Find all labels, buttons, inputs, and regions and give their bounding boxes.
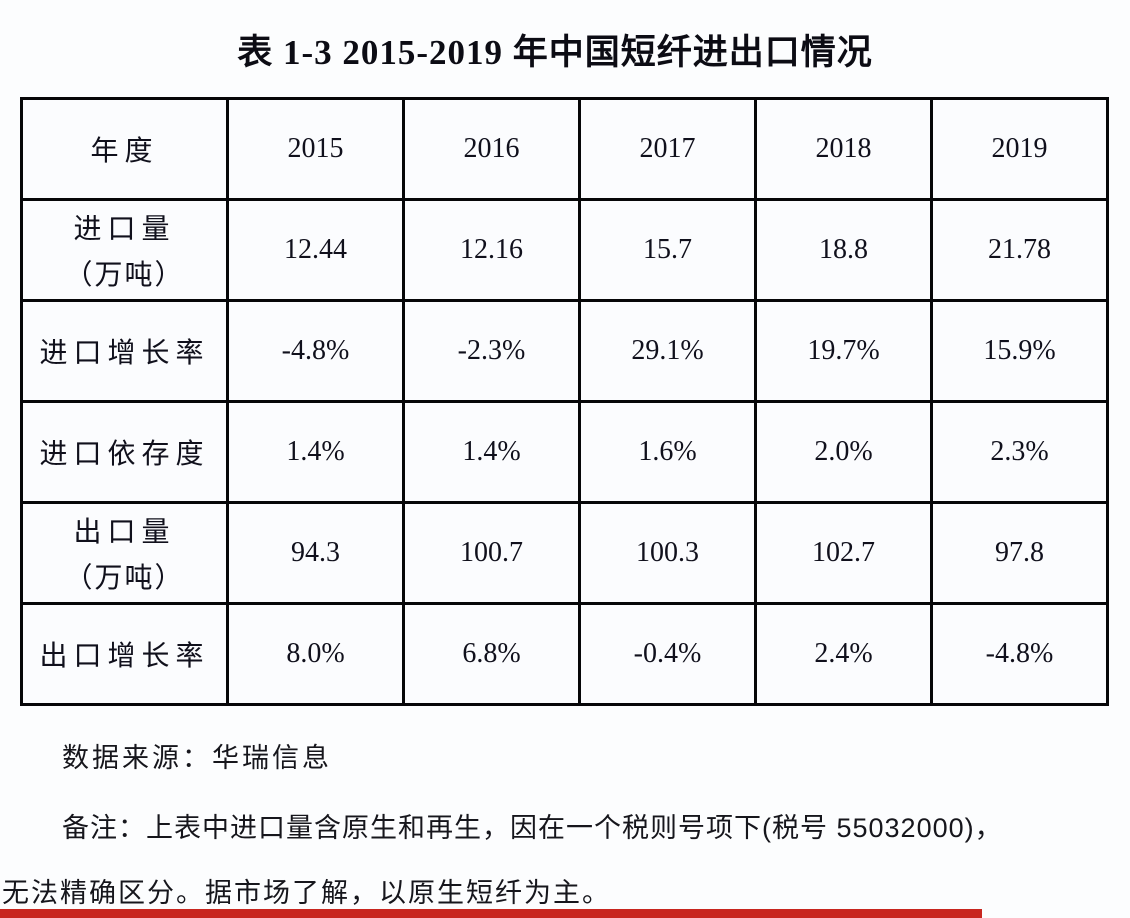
cell-value: 12.44 bbox=[226, 198, 405, 302]
cell-value: 19.7% bbox=[754, 299, 933, 403]
row-label: 出口量 （万吨） bbox=[20, 501, 229, 605]
row-label: 进口增长率 bbox=[20, 299, 229, 403]
cell-value: 1.4% bbox=[402, 400, 581, 504]
table-row-import-growth: 进口增长率 -4.8% -2.3% 29.1% 19.7% 15.9% bbox=[20, 299, 1109, 403]
data-source-line: 数据来源：华瑞信息 bbox=[62, 743, 332, 773]
table-header-row: 年度 2015 2016 2017 2018 2019 bbox=[20, 97, 1109, 201]
cell-value: 100.7 bbox=[402, 501, 581, 605]
note-line-1: 备注：上表中进口量含原生和再生，因在一个税则号项下(税号 55032000)， bbox=[62, 813, 1003, 843]
row-label: 进口依存度 bbox=[20, 400, 229, 504]
header-cell-year: 年度 bbox=[20, 97, 229, 201]
cell-value: 15.9% bbox=[930, 299, 1109, 403]
bottom-red-accent-bar bbox=[0, 909, 982, 918]
cell-value: 15.7 bbox=[578, 198, 757, 302]
table-row-import-dependency: 进口依存度 1.4% 1.4% 1.6% 2.0% 2.3% bbox=[20, 400, 1109, 504]
import-export-table: 年度 2015 2016 2017 2018 2019 进口量 （万吨） 12.… bbox=[20, 97, 1109, 706]
cell-value: -2.3% bbox=[402, 299, 581, 403]
note-line-2: 无法精确区分。据市场了解，以原生短纤为主。 bbox=[2, 878, 611, 908]
cell-value: 6.8% bbox=[402, 602, 581, 706]
header-cell-2018: 2018 bbox=[754, 97, 933, 201]
row-label-unit: （万吨） bbox=[64, 260, 185, 291]
table-footnotes: 数据来源：华瑞信息 备注：上表中进口量含原生和再生，因在一个税则号项下(税号 5… bbox=[0, 728, 1130, 910]
header-cell-2017: 2017 bbox=[578, 97, 757, 201]
header-cell-2016: 2016 bbox=[402, 97, 581, 201]
cell-value: 12.16 bbox=[402, 198, 581, 302]
header-cell-2019: 2019 bbox=[930, 97, 1109, 201]
cell-value: -4.8% bbox=[226, 299, 405, 403]
cell-value: 100.3 bbox=[578, 501, 757, 605]
cell-value: 18.8 bbox=[754, 198, 933, 302]
table-title: 表 1-3 2015-2019 年中国短纤进出口情况 bbox=[237, 33, 873, 72]
table-row-export-growth: 出口增长率 8.0% 6.8% -0.4% 2.4% -4.8% bbox=[20, 602, 1109, 706]
row-label-main: 进口量 bbox=[73, 214, 176, 245]
cell-value: 29.1% bbox=[578, 299, 757, 403]
cell-value: 94.3 bbox=[226, 501, 405, 605]
table-row-export-volume: 出口量 （万吨） 94.3 100.7 100.3 102.7 97.8 bbox=[20, 501, 1109, 605]
cell-value: 1.6% bbox=[578, 400, 757, 504]
row-label: 进口量 （万吨） bbox=[20, 198, 229, 302]
cell-value: 21.78 bbox=[930, 198, 1109, 302]
cell-value: 102.7 bbox=[754, 501, 933, 605]
row-label-main: 出口量 bbox=[73, 517, 176, 548]
table-row-import-volume: 进口量 （万吨） 12.44 12.16 15.7 18.8 21.78 bbox=[20, 198, 1109, 302]
cell-value: 2.3% bbox=[930, 400, 1109, 504]
row-label-unit: （万吨） bbox=[64, 563, 185, 594]
cell-value: 1.4% bbox=[226, 400, 405, 504]
row-label: 出口增长率 bbox=[20, 602, 229, 706]
cell-value: 97.8 bbox=[930, 501, 1109, 605]
cell-value: -4.8% bbox=[930, 602, 1109, 706]
cell-value: -0.4% bbox=[578, 602, 757, 706]
cell-value: 2.4% bbox=[754, 602, 933, 706]
cell-value: 2.0% bbox=[754, 400, 933, 504]
header-cell-2015: 2015 bbox=[226, 97, 405, 201]
cell-value: 8.0% bbox=[226, 602, 405, 706]
